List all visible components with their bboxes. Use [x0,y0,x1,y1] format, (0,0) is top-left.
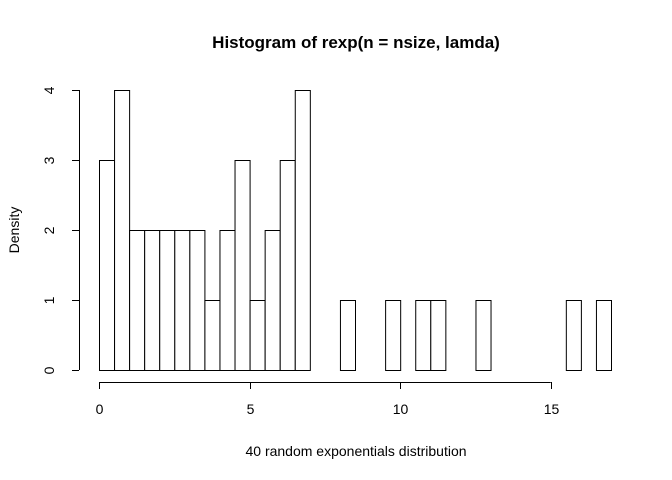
x-axis-label: 40 random exponentials distribution [245,443,466,459]
histogram-bar [234,160,251,371]
histogram-bar [595,300,612,371]
x-tick-label: 0 [96,401,104,417]
histogram-bar [144,230,161,371]
histogram-bar [294,90,311,371]
x-axis: 0 5 10 15 [96,382,560,417]
histogram-bar [114,90,131,371]
histogram-bar [204,300,221,371]
histogram-bar [129,230,146,371]
histogram-bar [415,300,432,371]
y-tick-label: 3 [41,156,57,164]
histogram-bar [475,300,492,371]
x-tick-label: 5 [247,401,255,417]
histogram-bar [159,230,176,371]
histogram-bar [249,300,266,371]
y-axis-label: Density [6,207,22,254]
histogram-bar [189,230,206,371]
histogram-bar [565,300,582,371]
histogram-bar [385,300,402,371]
y-tick-label: 0 [41,366,57,374]
histogram-bar [430,300,447,371]
histogram-bar [174,230,191,371]
y-tick-label: 1 [41,296,57,304]
bars-group [99,90,612,371]
histogram-bar [279,160,296,371]
histogram-bar [264,230,281,371]
histogram-bar [99,160,116,371]
x-tick-label: 10 [393,401,409,417]
x-tick-label: 15 [544,401,560,417]
histogram-bar [219,230,236,371]
y-tick-label: 2 [41,226,57,234]
histogram-bar [339,300,356,371]
chart-title: Histogram of rexp(n = nsize, lamda) [212,33,500,52]
y-tick-label: 4 [41,86,57,94]
y-axis: 0 1 2 3 4 [41,86,80,374]
